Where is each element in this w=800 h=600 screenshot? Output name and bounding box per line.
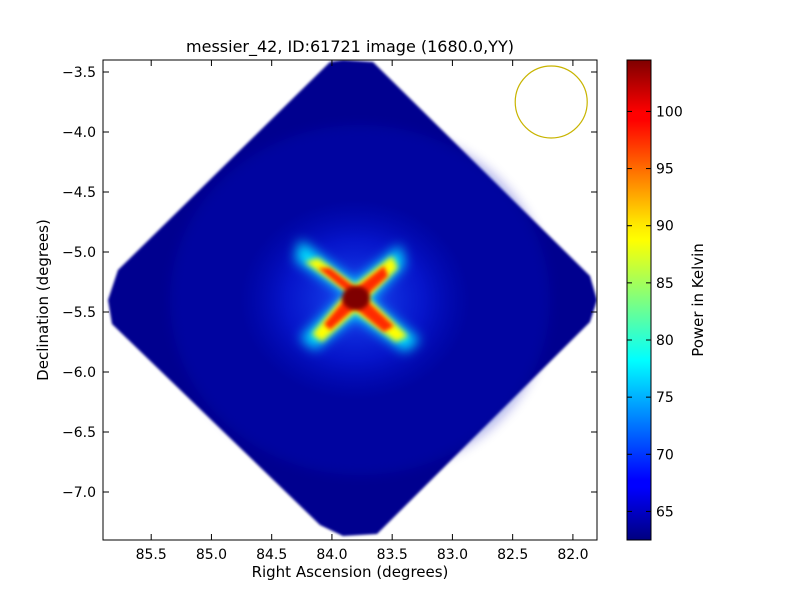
x-tick-label: 84.0 xyxy=(316,547,347,563)
colorbar-ticks: 65 70 75 80 85 90 95 100 xyxy=(627,104,683,520)
plot-frame xyxy=(102,59,598,541)
x-axis-label: Right Ascension (degrees) xyxy=(252,563,449,581)
y-tick-label: −3.5 xyxy=(62,65,96,81)
x-tick-label: 82.0 xyxy=(557,547,588,563)
x-tick-label: 85.5 xyxy=(136,547,167,563)
y-tick-label: −6.5 xyxy=(62,425,96,441)
colorbar-tick-label: 65 xyxy=(656,504,674,520)
x-tick-label: 83.0 xyxy=(437,547,468,563)
x-tick-label: 82.5 xyxy=(497,547,528,563)
x-tick-label: 84.5 xyxy=(256,547,287,563)
colorbar-tick-label: 80 xyxy=(656,333,674,349)
y-axis-label: Declination (degrees) xyxy=(34,219,52,381)
y-tick-label: −5.0 xyxy=(62,245,96,261)
x-tick-label: 85.0 xyxy=(196,547,227,563)
colorbar-tick-label: 70 xyxy=(656,447,674,463)
colorbar-tick-label: 100 xyxy=(656,104,683,120)
y-tick-label: −5.5 xyxy=(62,305,96,321)
colorbar-label: Power in Kelvin xyxy=(689,243,707,357)
y-tick-label: −4.0 xyxy=(62,125,96,141)
x-tick-label: 83.5 xyxy=(377,547,408,563)
y-axis: −3.5 −4.0 −4.5 −5.0 −5.5 −6.0 −6.5 −7.0 xyxy=(62,65,597,501)
beam-circle xyxy=(514,65,588,139)
heatmap-image xyxy=(108,60,597,536)
colorbar-tick-label: 90 xyxy=(656,219,674,235)
colorbar-tick-label: 95 xyxy=(656,162,674,178)
colorbar-tick-label: 85 xyxy=(656,276,674,292)
chart-title: messier_42, ID:61721 image (1680.0,YY) xyxy=(186,37,514,57)
y-tick-label: −7.0 xyxy=(62,485,96,501)
colorbar xyxy=(626,59,652,541)
x-axis: 85.5 85.0 84.5 84.0 83.5 83.0 82.5 82.0 xyxy=(136,60,588,563)
source-peak xyxy=(342,286,370,310)
y-tick-label: −4.5 xyxy=(62,185,96,201)
y-tick-label: −6.0 xyxy=(62,365,96,381)
colorbar-tick-label: 75 xyxy=(656,390,674,406)
